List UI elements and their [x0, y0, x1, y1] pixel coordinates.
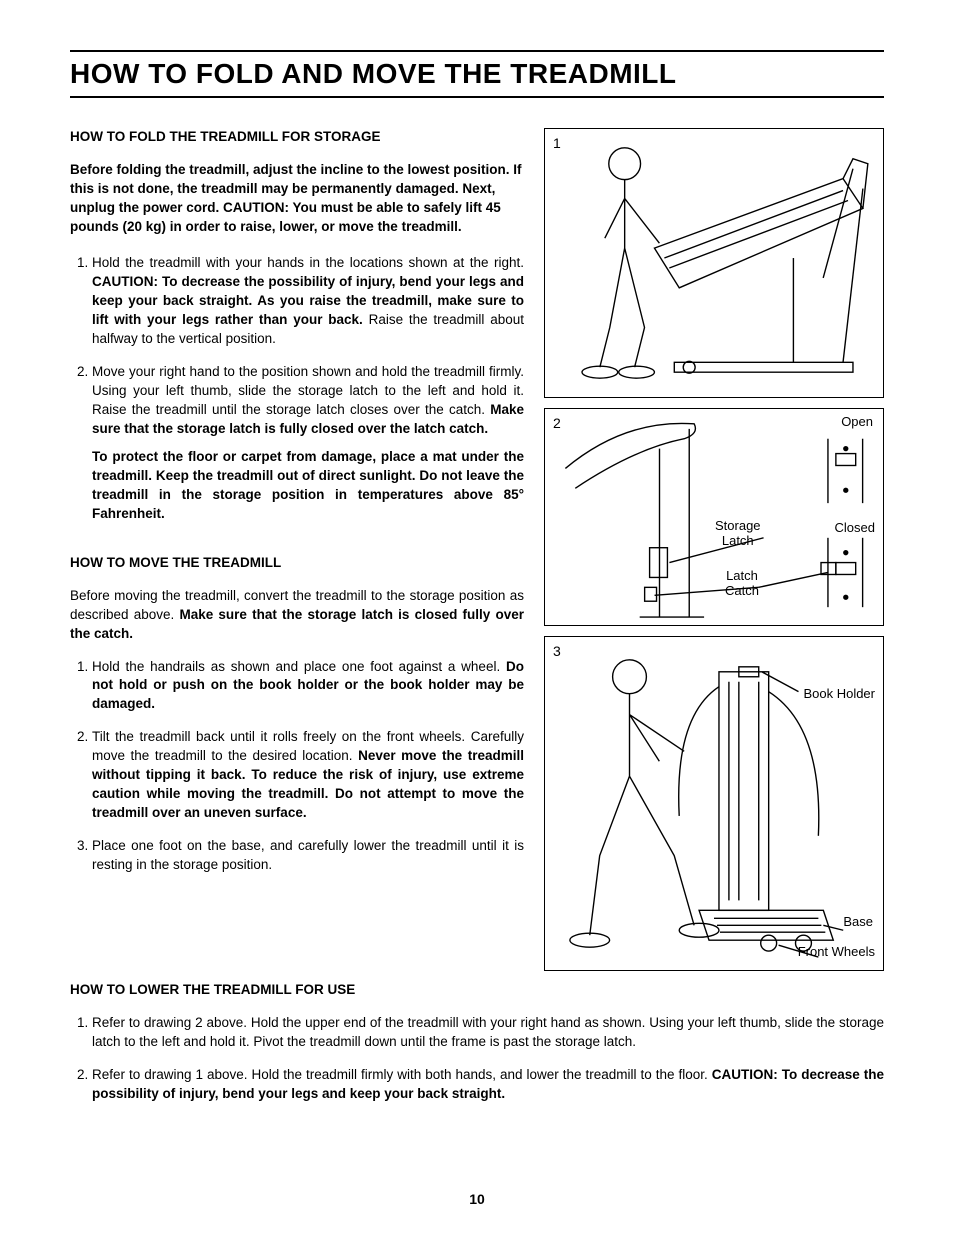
label-base: Base [843, 915, 873, 930]
text-column: HOW TO FOLD THE TREADMILL FOR STORAGE Be… [70, 128, 524, 971]
move-step-1: Hold the handrails as shown and place on… [92, 658, 524, 715]
figure-number: 2 [553, 415, 561, 431]
label-storage-latch: StorageLatch [715, 519, 761, 549]
label-book-holder: Book Holder [803, 687, 875, 702]
label-front-wheels: Front Wheels [798, 945, 875, 960]
figure-number: 3 [553, 643, 561, 659]
fold-step-1: Hold the treadmill with your hands in th… [92, 254, 524, 348]
figure-2-illustration [545, 409, 883, 625]
fold-protect-note: To protect the floor or carpet from dama… [92, 448, 524, 524]
figure-1: 1 [544, 128, 884, 398]
figure-2: 2 Open Closed StorageLatch LatchCatch [544, 408, 884, 626]
page-number: 10 [0, 1191, 954, 1207]
figure-number: 1 [553, 135, 561, 151]
move-step-3: Place one foot on the base, and carefull… [92, 837, 524, 875]
fold-intro: Before folding the treadmill, adjust the… [70, 161, 524, 237]
text: Move your right hand to the position sho… [92, 364, 524, 417]
figure-3: 3 Book Holder Base Front Wheels [544, 636, 884, 971]
lower-section: HOW TO LOWER THE TREADMILL FOR USE Refer… [70, 981, 884, 1103]
label-closed: Closed [835, 521, 875, 536]
content-row: HOW TO FOLD THE TREADMILL FOR STORAGE Be… [70, 128, 884, 971]
lower-step-2: Refer to drawing 1 above. Hold the tread… [92, 1066, 884, 1104]
figure-column: 1 2 Open [544, 128, 884, 971]
text: Hold the treadmill with your hands in th… [92, 255, 524, 270]
lower-steps: Refer to drawing 2 above. Hold the upper… [70, 1014, 884, 1104]
lower-step-1: Refer to drawing 2 above. Hold the upper… [92, 1014, 884, 1052]
fold-step-2: Move your right hand to the position sho… [92, 363, 524, 524]
move-step-2: Tilt the treadmill back until it rolls f… [92, 728, 524, 822]
fold-heading: HOW TO FOLD THE TREADMILL FOR STORAGE [70, 128, 524, 147]
move-heading: HOW TO MOVE THE TREADMILL [70, 554, 524, 573]
fold-steps: Hold the treadmill with your hands in th… [70, 254, 524, 524]
move-intro: Before moving the treadmill, convert the… [70, 587, 524, 644]
page-title: HOW TO FOLD AND MOVE THE TREADMILL [70, 50, 884, 98]
label-latch-catch: LatchCatch [725, 569, 759, 599]
move-steps: Hold the handrails as shown and place on… [70, 658, 524, 875]
label-open: Open [841, 415, 873, 430]
figure-1-illustration [545, 129, 883, 397]
text: Refer to drawing 1 above. Hold the tread… [92, 1067, 712, 1082]
lower-heading: HOW TO LOWER THE TREADMILL FOR USE [70, 981, 884, 1000]
text: Hold the handrails as shown and place on… [92, 659, 506, 674]
